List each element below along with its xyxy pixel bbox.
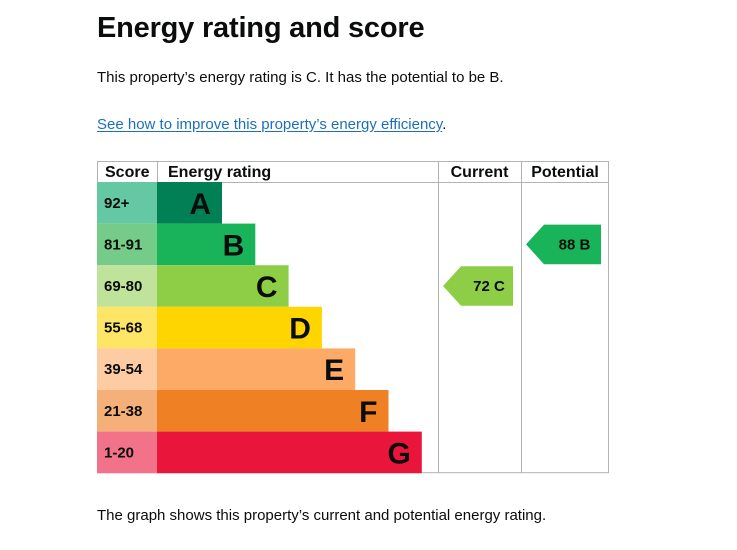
- score-label-d: 55-68: [104, 320, 142, 337]
- header-score: Score: [105, 164, 150, 181]
- score-label-e: 39-54: [104, 361, 143, 378]
- band-bar-f: [157, 390, 389, 432]
- header-potential: Potential: [531, 164, 599, 181]
- potential-rating-arrow: [526, 224, 601, 265]
- improve-efficiency-link[interactable]: See how to improve this property’s energ…: [97, 116, 443, 133]
- score-label-c: 69-80: [104, 278, 142, 295]
- band-letter-a: A: [189, 188, 211, 221]
- score-cell-c: [97, 265, 157, 307]
- band-bar-g: [157, 431, 422, 474]
- current-rating-arrow: [443, 266, 513, 306]
- band-letter-b: B: [223, 229, 245, 262]
- score-cell-d: [97, 306, 157, 349]
- band-letter-g: G: [387, 437, 410, 470]
- score-label-b: 81-91: [104, 236, 142, 253]
- improve-paragraph: See how to improve this property’s energ…: [97, 115, 446, 135]
- potential-rating-label: 88 B: [559, 236, 591, 253]
- score-cell-a: [97, 182, 157, 224]
- band-bar-d: [157, 306, 322, 349]
- band-bar-a: [157, 182, 222, 224]
- improve-link-suffix: .: [442, 116, 447, 133]
- score-label-f: 21-38: [104, 403, 142, 420]
- header-current: Current: [451, 164, 509, 181]
- score-cell-f: [97, 390, 157, 432]
- score-cell-g: [97, 431, 157, 474]
- band-letter-e: E: [324, 354, 344, 387]
- score-label-g: 1-20: [104, 444, 134, 461]
- chart-arrows: 72 C 88 B: [443, 224, 601, 306]
- chart-bands: 92+ A 81-91 B 69-80 C 55-68 D 39-54 E 21-38 F 1-20 G: [97, 182, 422, 474]
- band-letter-f: F: [359, 396, 377, 429]
- band-bar-b: [157, 223, 256, 266]
- band-bar-e: [157, 348, 356, 390]
- rating-summary: This property’s energy rating is C. It h…: [97, 69, 504, 86]
- score-cell-b: [97, 223, 157, 266]
- chart-headers: Score Energy rating Current Potential: [105, 164, 599, 181]
- graph-footnote: The graph shows this property’s current …: [97, 507, 547, 524]
- current-rating-label: 72 C: [473, 278, 505, 295]
- header-energy-rating: Energy rating: [168, 164, 271, 181]
- band-bar-c: [157, 265, 289, 307]
- score-cell-e: [97, 348, 157, 390]
- band-letter-c: C: [256, 271, 278, 304]
- page-title: Energy rating and score: [97, 12, 425, 44]
- score-label-a: 92+: [104, 195, 130, 212]
- band-letter-d: D: [289, 313, 311, 346]
